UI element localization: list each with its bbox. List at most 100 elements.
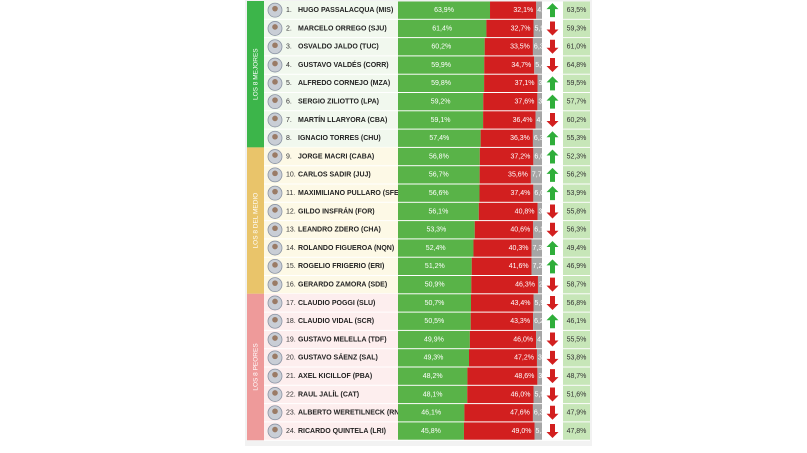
governor-name: GILDO INSFRÁN (FOR) [298,206,375,215]
governor-name: ALFREDO CORNEJO (MZA) [298,80,390,87]
rank: 23. [286,410,296,417]
disapprove-bar [484,56,535,74]
trend-up-arrow [546,259,559,274]
approve-bar [398,184,480,202]
previous-cell [563,404,590,422]
disapprove-bar [484,38,533,56]
rank: 2. [286,25,292,32]
other-label: 6,3 [534,44,544,51]
avatar-head [272,79,278,85]
avatar-head [272,298,278,305]
approve-label: 50,5% [424,318,444,325]
previous-value: 59,5% [567,80,587,87]
trend-down-arrow [546,277,559,292]
trend-down-arrow [546,112,559,127]
disapprove-label: 37,6% [515,98,535,105]
disapprove-bar [480,129,533,147]
disapprove-bar [467,385,534,404]
disapprove-bar [463,422,535,440]
avatar-head [272,60,278,67]
previous-cell [563,257,590,275]
disapprove-label: 40,8% [515,208,535,215]
group-band [247,1,264,148]
approve-bar [398,367,468,385]
previous-value: 55,5% [567,336,587,343]
other-label: 7,3 [532,245,542,252]
previous-cell [563,294,590,312]
other-bar [531,257,542,275]
previous-cell [563,56,590,74]
trend-down-arrow [546,222,559,237]
rank: 9. [286,153,292,160]
other-label: 5,2 [536,428,546,435]
previous-cell [563,385,590,404]
governor-name: ROLANDO FIGUEROA (NQN) [298,245,394,252]
previous-cell [563,422,590,440]
previous-cell [563,19,590,38]
other-label: 6,3 [534,410,544,417]
rank: 1. [286,7,292,14]
avatar-head [272,24,278,30]
rank: 24. [286,428,296,435]
disapprove-label: 49,0% [512,428,532,435]
disapprove-label: 40,6% [510,227,530,234]
disapprove-label: 47,6% [510,410,530,417]
rank: 8. [286,135,292,142]
approve-bar [398,422,464,440]
approve-label: 49,3% [424,355,444,362]
previous-cell [563,349,590,367]
other-bar [533,312,542,330]
trend-down-arrow [546,204,559,219]
previous-cell [563,38,590,56]
disapprove-bar [471,276,538,294]
previous-cell [563,147,590,166]
disapprove-label: 46,0% [511,391,531,398]
approve-label: 59,8% [431,80,451,87]
trend-down-arrow [546,369,559,384]
avatar-head [272,390,278,396]
approve-bar [398,276,472,294]
disapprove-bar [484,74,538,92]
avatar-head [272,188,278,195]
governor-name: MAXIMILIANO PULLARO (SFE) [298,190,401,197]
previous-value: 56,2% [567,172,587,179]
governor-name: ROGELIO FRIGERIO (ERI) [298,263,384,270]
previous-value: 61,0% [567,44,587,51]
avatar-head [272,426,278,433]
avatar-head [272,97,278,103]
rank: 14. [286,245,296,252]
disapprove-bar [486,19,534,38]
approve-bar [398,330,470,349]
previous-value: 46,9% [567,263,587,270]
disapprove-bar [471,294,534,312]
approve-label: 48,2% [423,373,443,380]
rank: 22. [286,391,296,398]
previous-cell [563,276,590,294]
previous-value: 48,7% [567,373,587,380]
trend-down-arrow [546,39,559,54]
approve-bar [398,404,465,422]
disapprove-bar [473,239,532,257]
disapprove-label: 48,6% [515,373,535,380]
governor-name: IGNACIO TORRES (CHU) [298,135,381,142]
other-label: 6,3 [534,135,544,142]
approve-label: 59,2% [431,98,451,105]
disapprove-label: 33,5% [510,44,530,51]
disapprove-bar [483,93,538,111]
approve-bar [398,1,491,19]
approve-bar [398,38,485,56]
avatar-head [272,262,278,268]
trend-up-arrow [546,3,559,18]
other-label: 7,7 [532,172,542,179]
previous-cell [563,93,590,111]
trend-down-arrow [546,295,559,310]
approve-label: 59,9% [431,62,451,69]
previous-value: 64,8% [567,62,587,69]
previous-value: 55,3% [567,135,587,142]
previous-value: 47,9% [567,410,587,417]
approve-bar [398,111,484,129]
rank: 13. [286,227,296,234]
disapprove-label: 34,7% [511,62,531,69]
trend-down-arrow [546,405,559,420]
previous-value: 56,3% [567,227,587,234]
